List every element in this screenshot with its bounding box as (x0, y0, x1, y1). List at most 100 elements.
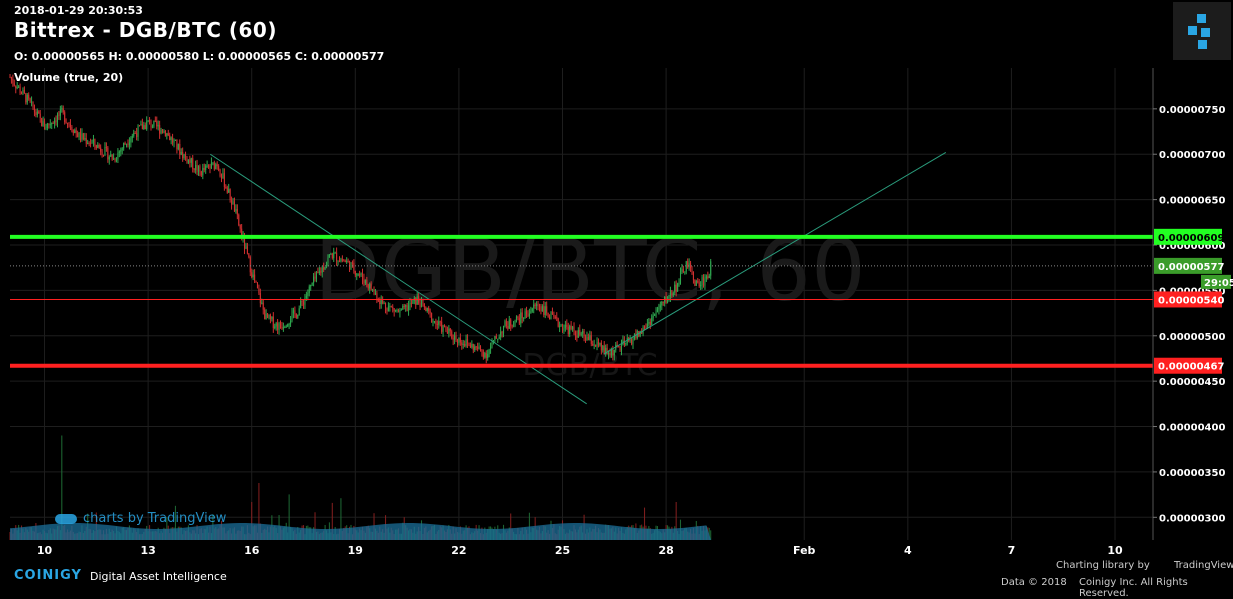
coinigy-logo[interactable] (1173, 2, 1231, 60)
candle-body (236, 209, 238, 215)
candle-body (347, 260, 349, 262)
candle-body (249, 257, 251, 273)
candle-body (669, 290, 671, 297)
footer-brand[interactable]: COINIGY (14, 568, 82, 583)
y-tick-label: 0.00000350 (1159, 468, 1225, 479)
candle-body (301, 300, 303, 303)
candle-body (564, 324, 566, 329)
candle-body (536, 304, 538, 307)
candle-body (318, 271, 320, 273)
candle-body (658, 307, 660, 310)
candle-body (153, 120, 155, 127)
candle-body (415, 297, 417, 305)
candle-body (49, 124, 51, 126)
candle-body (197, 166, 200, 172)
candle-body (553, 314, 555, 317)
candle-body (705, 276, 707, 279)
candle-body (239, 225, 241, 229)
candle-body (176, 139, 178, 150)
candle-body (233, 201, 235, 212)
candle-body (222, 173, 224, 179)
candle-body (341, 259, 343, 261)
candle-body (366, 279, 368, 285)
candle-body (707, 276, 709, 278)
candle-body (576, 335, 578, 338)
candle-body (278, 323, 280, 330)
candle-body (426, 307, 428, 311)
candle-body (115, 159, 118, 161)
candle-body (331, 253, 333, 259)
tradingview-link[interactable]: TradingView (1174, 560, 1233, 571)
candle-body (361, 273, 364, 280)
candle-body (520, 312, 522, 324)
candle-body (528, 313, 530, 317)
candle-body (68, 122, 70, 125)
candle-body (94, 139, 96, 146)
candle-body (75, 130, 77, 133)
tradingview-cloud-icon (55, 513, 77, 524)
candle-body (654, 314, 656, 316)
volume-bar (61, 435, 63, 540)
candle-body (346, 260, 348, 263)
candle-body (701, 277, 703, 286)
candle-body (467, 339, 469, 343)
candle-body (344, 260, 346, 263)
candle-body (225, 187, 227, 189)
candle-body (71, 126, 73, 131)
candle-body (95, 145, 97, 148)
y-tick-label: 0.00000450 (1159, 377, 1225, 388)
candle-body (525, 311, 528, 315)
volume-bar (288, 494, 290, 540)
candle-body (246, 246, 248, 254)
level-price-tag (1154, 357, 1222, 374)
candle-body (546, 306, 548, 313)
candle-body (327, 257, 329, 263)
candle-body (671, 290, 673, 296)
candle-body (656, 309, 659, 313)
candle-body (648, 321, 650, 324)
candle-body (29, 98, 31, 102)
candle-body (443, 325, 446, 327)
candle-body (173, 140, 175, 143)
candle-body (269, 315, 271, 319)
candle-body (436, 324, 438, 326)
candle-body (697, 281, 699, 283)
candle-body (324, 266, 326, 270)
candle-body (370, 283, 372, 290)
candle-body (12, 78, 14, 84)
candle-body (120, 150, 122, 152)
candle-body (151, 126, 153, 128)
volume-bar (314, 512, 316, 540)
candle-body (18, 86, 20, 88)
time-axis[interactable]: 10 13 16 19 22 25 28 Feb 4 7 10 (37, 544, 1123, 557)
candle-body (458, 337, 460, 344)
candle-body (69, 124, 71, 127)
candle-body (300, 300, 302, 309)
price-axis[interactable]: 0.00000300 0.00000350 0.00000400 0.00000450… (1153, 105, 1225, 524)
candle-body (275, 323, 277, 327)
candle-body (485, 353, 487, 358)
candle-body (531, 308, 533, 312)
candle-body (326, 262, 328, 267)
candle-body (464, 344, 466, 346)
volume-study-label[interactable]: Volume (true, 20) (14, 71, 124, 84)
candle-body (550, 311, 552, 320)
candle-body (569, 325, 571, 335)
candle-body (643, 327, 646, 329)
candle-body (356, 274, 358, 276)
candle-body (400, 309, 402, 311)
candle-body (667, 298, 669, 304)
candle-body (472, 343, 474, 351)
candle-body (560, 324, 562, 326)
candle-body (682, 269, 684, 273)
candle-body (511, 325, 513, 327)
candle-body (702, 277, 705, 286)
candle-body (679, 271, 682, 283)
candlesticks (9, 74, 712, 364)
x-tick-label: 28 (658, 544, 673, 557)
candle-body (633, 334, 635, 339)
candle-body (514, 321, 516, 327)
candle-body (338, 261, 341, 263)
candle-body (334, 252, 336, 254)
